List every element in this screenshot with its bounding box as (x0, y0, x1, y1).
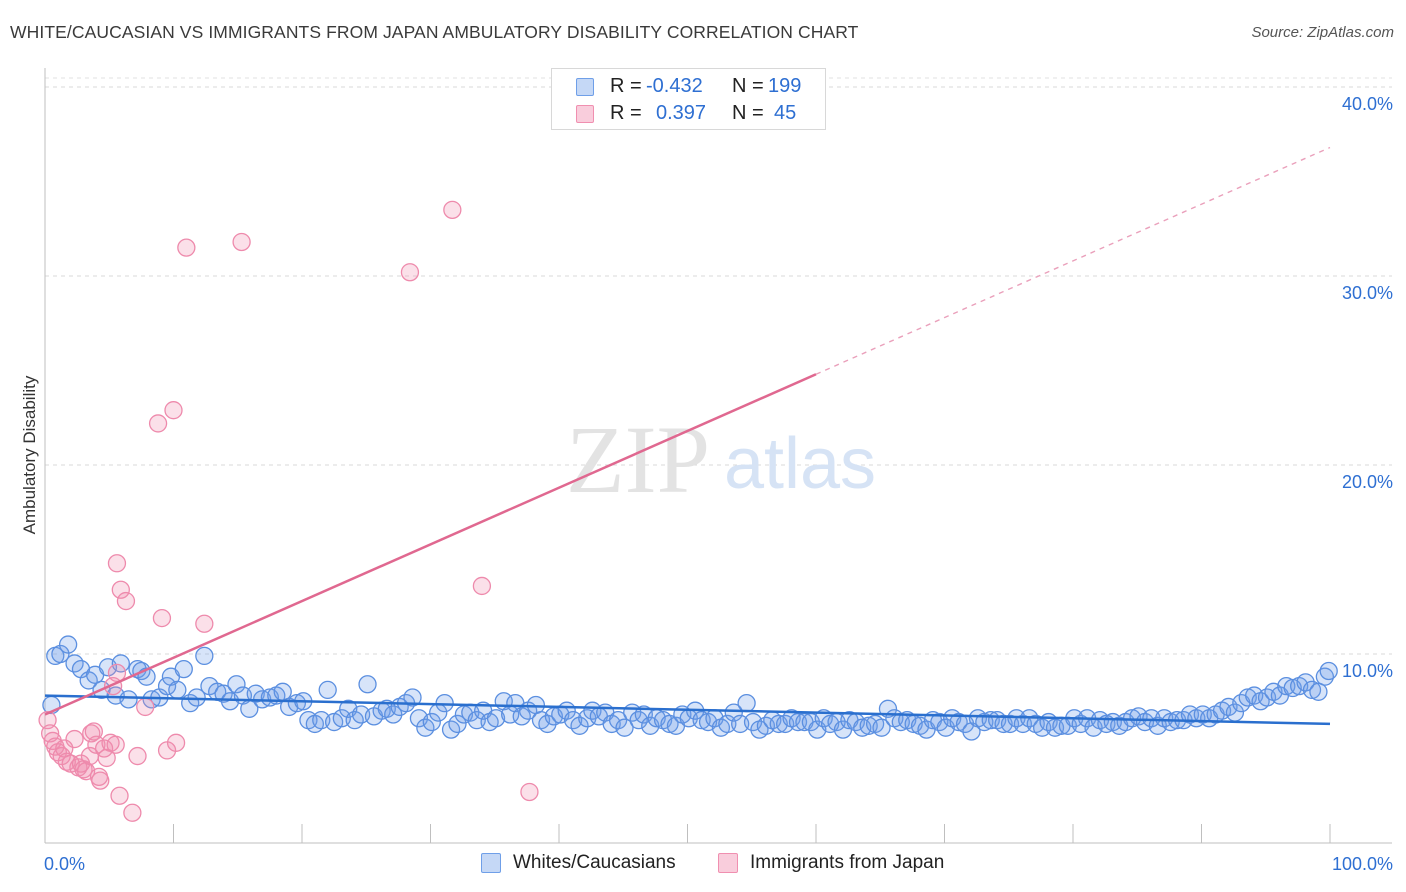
point-japan (232, 232, 251, 252)
tick-labels: 10.0% 20.0% 30.0% 40.0% 0.0% 100.0% (44, 94, 1393, 874)
legend-box: R = -0.432 N = 199 R = 0.397 N = 45 (551, 68, 826, 130)
point-whites (1142, 709, 1161, 728)
point-whites (538, 714, 557, 734)
point-whites (58, 635, 78, 654)
point-japan (97, 748, 116, 768)
gridlines (45, 77, 1392, 655)
chart-title: WHITE/CAUCASIAN VS IMMIGRANTS FROM JAPAN… (10, 22, 859, 42)
x-tick-label: 0.0% (44, 854, 85, 874)
bottom-legend-swatch-whites (481, 853, 501, 873)
legend-swatch-whites (576, 78, 594, 96)
point-whites (174, 659, 193, 679)
point-japan (152, 608, 172, 628)
point-whites (195, 646, 214, 666)
point-whites (486, 709, 506, 728)
watermark-atlas: atlas (724, 424, 876, 504)
bottom-legend-swatch-japan (718, 853, 738, 873)
point-whites (660, 714, 679, 734)
y-axis-label-group: Ambulatory Disability (20, 375, 39, 534)
trend-line-whites (44, 694, 1331, 726)
trend-lines (44, 146, 1331, 726)
y-tick-label: 40.0% (1342, 94, 1393, 114)
point-whites (384, 705, 403, 724)
point-whites (615, 718, 634, 737)
point-japan (472, 576, 492, 596)
y-axis-label: Ambulatory Disability (20, 375, 39, 534)
point-whites (273, 682, 292, 701)
legend-r-value: 0.397 (656, 102, 707, 124)
legend-swatch-japan (576, 105, 594, 123)
point-whites (157, 676, 177, 696)
point-japan (106, 735, 125, 754)
watermark-zip: ZIP (566, 406, 710, 513)
x-tick-label: 100.0% (1332, 854, 1393, 874)
legend-n-label: N = (732, 75, 764, 97)
point-whites (1319, 661, 1338, 681)
point-whites (403, 688, 422, 707)
point-whites (448, 714, 467, 734)
point-whites (318, 680, 337, 700)
series-whites-points (42, 635, 1338, 741)
point-whites (119, 690, 138, 709)
series-japan-points (38, 200, 539, 822)
point-japan (177, 238, 196, 257)
point-whites (949, 712, 968, 732)
y-tick-label: 30.0% (1342, 283, 1393, 303)
point-japan (110, 786, 129, 805)
point-whites (214, 684, 233, 703)
point-whites (872, 718, 891, 737)
watermark: ZIP atlas (566, 406, 876, 513)
point-whites (570, 716, 589, 735)
point-japan (123, 803, 142, 822)
point-japan (400, 263, 420, 282)
y-tick-label: 20.0% (1342, 472, 1393, 492)
point-japan (148, 414, 168, 433)
legend-r-value: -0.432 (646, 75, 703, 97)
point-japan (520, 782, 539, 802)
point-whites (718, 714, 737, 734)
legend-n-value: 199 (768, 75, 802, 97)
legend-r-label: R = (610, 75, 642, 97)
point-japan (443, 200, 462, 220)
point-whites (629, 711, 648, 730)
source-label: Source: ZipAtlas.com (1251, 24, 1394, 41)
bottom-legend-label-whites: Whites/Caucasians (513, 852, 676, 873)
point-japan (82, 724, 101, 743)
point-japan (91, 771, 110, 790)
point-japan (164, 401, 183, 420)
point-japan (128, 746, 147, 766)
legend-n-label: N = (732, 102, 764, 124)
point-whites (1309, 682, 1328, 701)
point-japan (166, 733, 186, 752)
point-whites (422, 712, 441, 732)
point-japan (65, 729, 84, 749)
point-whites (1302, 680, 1322, 700)
point-japan (111, 580, 130, 599)
point-japan (195, 614, 214, 633)
point-whites (187, 688, 206, 707)
trend-line-japan (44, 373, 817, 716)
point-whites (737, 693, 756, 713)
point-whites (111, 654, 130, 673)
point-whites (358, 675, 377, 694)
point-whites (227, 675, 246, 694)
point-japan (107, 554, 127, 573)
point-whites (788, 712, 808, 732)
legend-n-value: 45 (774, 102, 797, 124)
point-whites (1277, 676, 1296, 696)
point-whites (51, 644, 70, 664)
legend-r-label: R = (610, 102, 642, 124)
point-whites (724, 703, 743, 722)
point-whites (608, 711, 628, 730)
point-whites (287, 693, 307, 713)
y-tick-label: 10.0% (1342, 661, 1393, 681)
bottom-legend-label-japan: Immigrants from Japan (750, 852, 945, 873)
point-whites (168, 680, 187, 700)
point-japan (116, 591, 136, 611)
point-whites (1296, 673, 1315, 692)
trend-extension-japan (815, 146, 1331, 375)
point-japan (136, 697, 155, 717)
